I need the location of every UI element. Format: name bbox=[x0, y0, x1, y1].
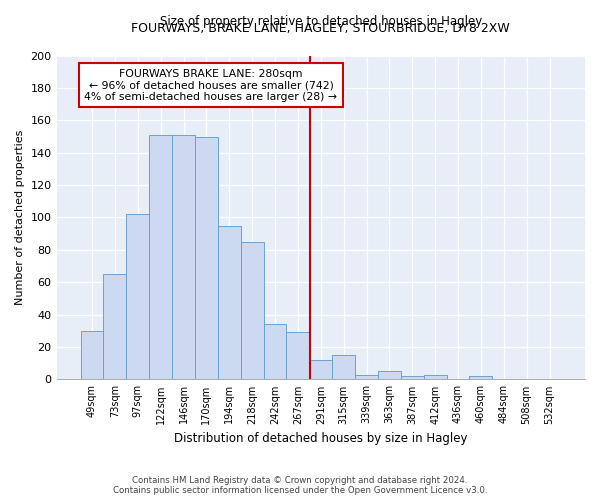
Bar bbox=[401, 376, 424, 380]
Bar bbox=[103, 274, 127, 380]
X-axis label: Distribution of detached houses by size in Hagley: Distribution of detached houses by size … bbox=[174, 432, 467, 445]
Bar bbox=[80, 331, 103, 380]
Bar bbox=[469, 376, 493, 380]
Text: FOURWAYS BRAKE LANE: 280sqm
← 96% of detached houses are smaller (742)
4% of sem: FOURWAYS BRAKE LANE: 280sqm ← 96% of det… bbox=[85, 68, 337, 102]
Bar bbox=[355, 374, 378, 380]
Bar bbox=[263, 324, 286, 380]
Bar bbox=[310, 360, 332, 380]
Bar bbox=[332, 355, 355, 380]
Bar bbox=[195, 136, 218, 380]
Bar bbox=[149, 135, 172, 380]
Title: Size of property relative to detached houses in Hagley: Size of property relative to detached ho… bbox=[160, 15, 482, 28]
Bar bbox=[424, 374, 446, 380]
Bar bbox=[127, 214, 149, 380]
Bar bbox=[241, 242, 263, 380]
Bar bbox=[378, 372, 401, 380]
Bar bbox=[172, 135, 195, 380]
Y-axis label: Number of detached properties: Number of detached properties bbox=[15, 130, 25, 305]
Text: FOURWAYS, BRAKE LANE, HAGLEY, STOURBRIDGE, DY8 2XW: FOURWAYS, BRAKE LANE, HAGLEY, STOURBRIDG… bbox=[131, 22, 510, 35]
Bar bbox=[218, 226, 241, 380]
Bar bbox=[286, 332, 310, 380]
Text: Contains HM Land Registry data © Crown copyright and database right 2024.
Contai: Contains HM Land Registry data © Crown c… bbox=[113, 476, 487, 495]
